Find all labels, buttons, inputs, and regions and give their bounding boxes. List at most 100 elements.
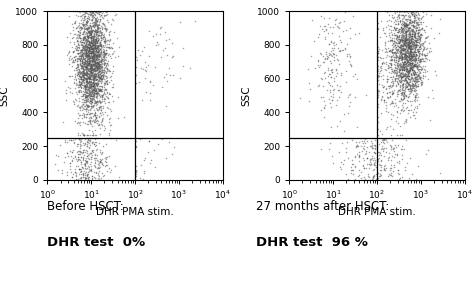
Point: [424, 34, 432, 38]
Point: [82, 44, 90, 49]
Point: [86, 99, 94, 103]
Point: [94, 11, 101, 15]
Point: [94, 82, 102, 87]
Point: [75, 42, 83, 47]
Point: [81, 84, 89, 88]
Point: [81, 175, 89, 180]
Point: [82, 31, 90, 36]
Point: [388, 89, 396, 93]
Point: [80, 102, 87, 106]
Point: [414, 69, 421, 74]
Point: [400, 25, 407, 30]
Point: [404, 105, 411, 109]
Point: [402, 32, 410, 37]
Point: [406, 45, 414, 49]
Point: [91, 90, 99, 95]
Point: [73, 34, 81, 39]
Point: [400, 27, 408, 31]
Point: [107, 74, 115, 78]
Point: [396, 46, 404, 51]
Point: [95, 69, 103, 73]
Point: [381, 146, 388, 150]
Point: [404, 44, 411, 49]
Point: [406, 37, 414, 41]
Point: [396, 72, 404, 77]
Point: [90, 113, 98, 118]
Point: [399, 83, 407, 87]
Point: [408, 10, 415, 14]
Point: [80, 41, 88, 46]
Point: [86, 92, 94, 97]
Point: [81, 17, 88, 21]
Point: [404, 51, 412, 55]
Point: [420, 46, 428, 50]
Point: [402, 64, 410, 69]
Point: [80, 9, 87, 13]
Point: [90, 71, 98, 76]
Point: [91, 62, 99, 67]
Point: [94, 24, 101, 28]
Point: [96, 157, 104, 161]
Point: [82, 25, 90, 30]
Point: [401, 49, 409, 53]
Point: [58, 167, 66, 172]
Point: [410, 62, 418, 67]
Point: [409, 36, 416, 40]
Point: [420, 67, 428, 71]
Point: [96, 47, 104, 51]
Point: [412, 29, 420, 34]
Point: [87, 83, 95, 88]
Point: [403, 84, 410, 89]
Point: [81, 161, 89, 166]
Point: [391, 27, 399, 31]
Point: [91, 118, 99, 122]
Point: [403, 74, 410, 78]
Point: [101, 26, 109, 30]
Point: [427, 25, 435, 30]
Point: [410, 49, 418, 54]
Point: [96, 40, 104, 45]
Point: [392, 57, 400, 62]
Point: [81, 64, 89, 69]
Point: [407, 84, 414, 89]
Point: [84, 19, 92, 23]
Point: [358, 139, 366, 143]
Point: [82, 87, 89, 92]
Point: [101, 50, 109, 55]
Point: [402, 53, 410, 58]
Point: [85, 48, 92, 53]
Point: [92, 61, 100, 66]
Point: [419, 74, 427, 78]
Point: [97, 159, 104, 164]
Point: [88, 56, 96, 60]
Point: [95, 79, 103, 83]
Point: [418, 78, 425, 83]
Point: [345, 51, 353, 56]
Point: [91, 88, 99, 92]
Point: [407, 13, 414, 18]
Point: [394, 56, 402, 61]
Point: [389, 16, 396, 21]
Point: [89, 28, 97, 33]
Point: [89, 64, 97, 68]
Point: [89, 43, 97, 47]
Point: [89, 74, 97, 79]
Point: [77, 89, 84, 94]
Point: [388, 32, 396, 37]
Point: [392, 60, 400, 64]
Point: [333, 23, 341, 28]
Point: [99, 74, 107, 79]
Point: [392, 74, 400, 79]
Point: [415, 41, 422, 46]
Point: [85, 46, 92, 50]
Point: [379, 56, 386, 60]
Point: [74, 116, 82, 121]
Point: [95, 105, 103, 109]
Point: [94, 52, 102, 56]
Point: [88, 66, 96, 71]
Point: [390, 39, 398, 44]
Point: [92, 21, 100, 26]
Point: [142, 68, 149, 73]
Point: [414, 56, 421, 60]
Point: [402, 60, 410, 65]
